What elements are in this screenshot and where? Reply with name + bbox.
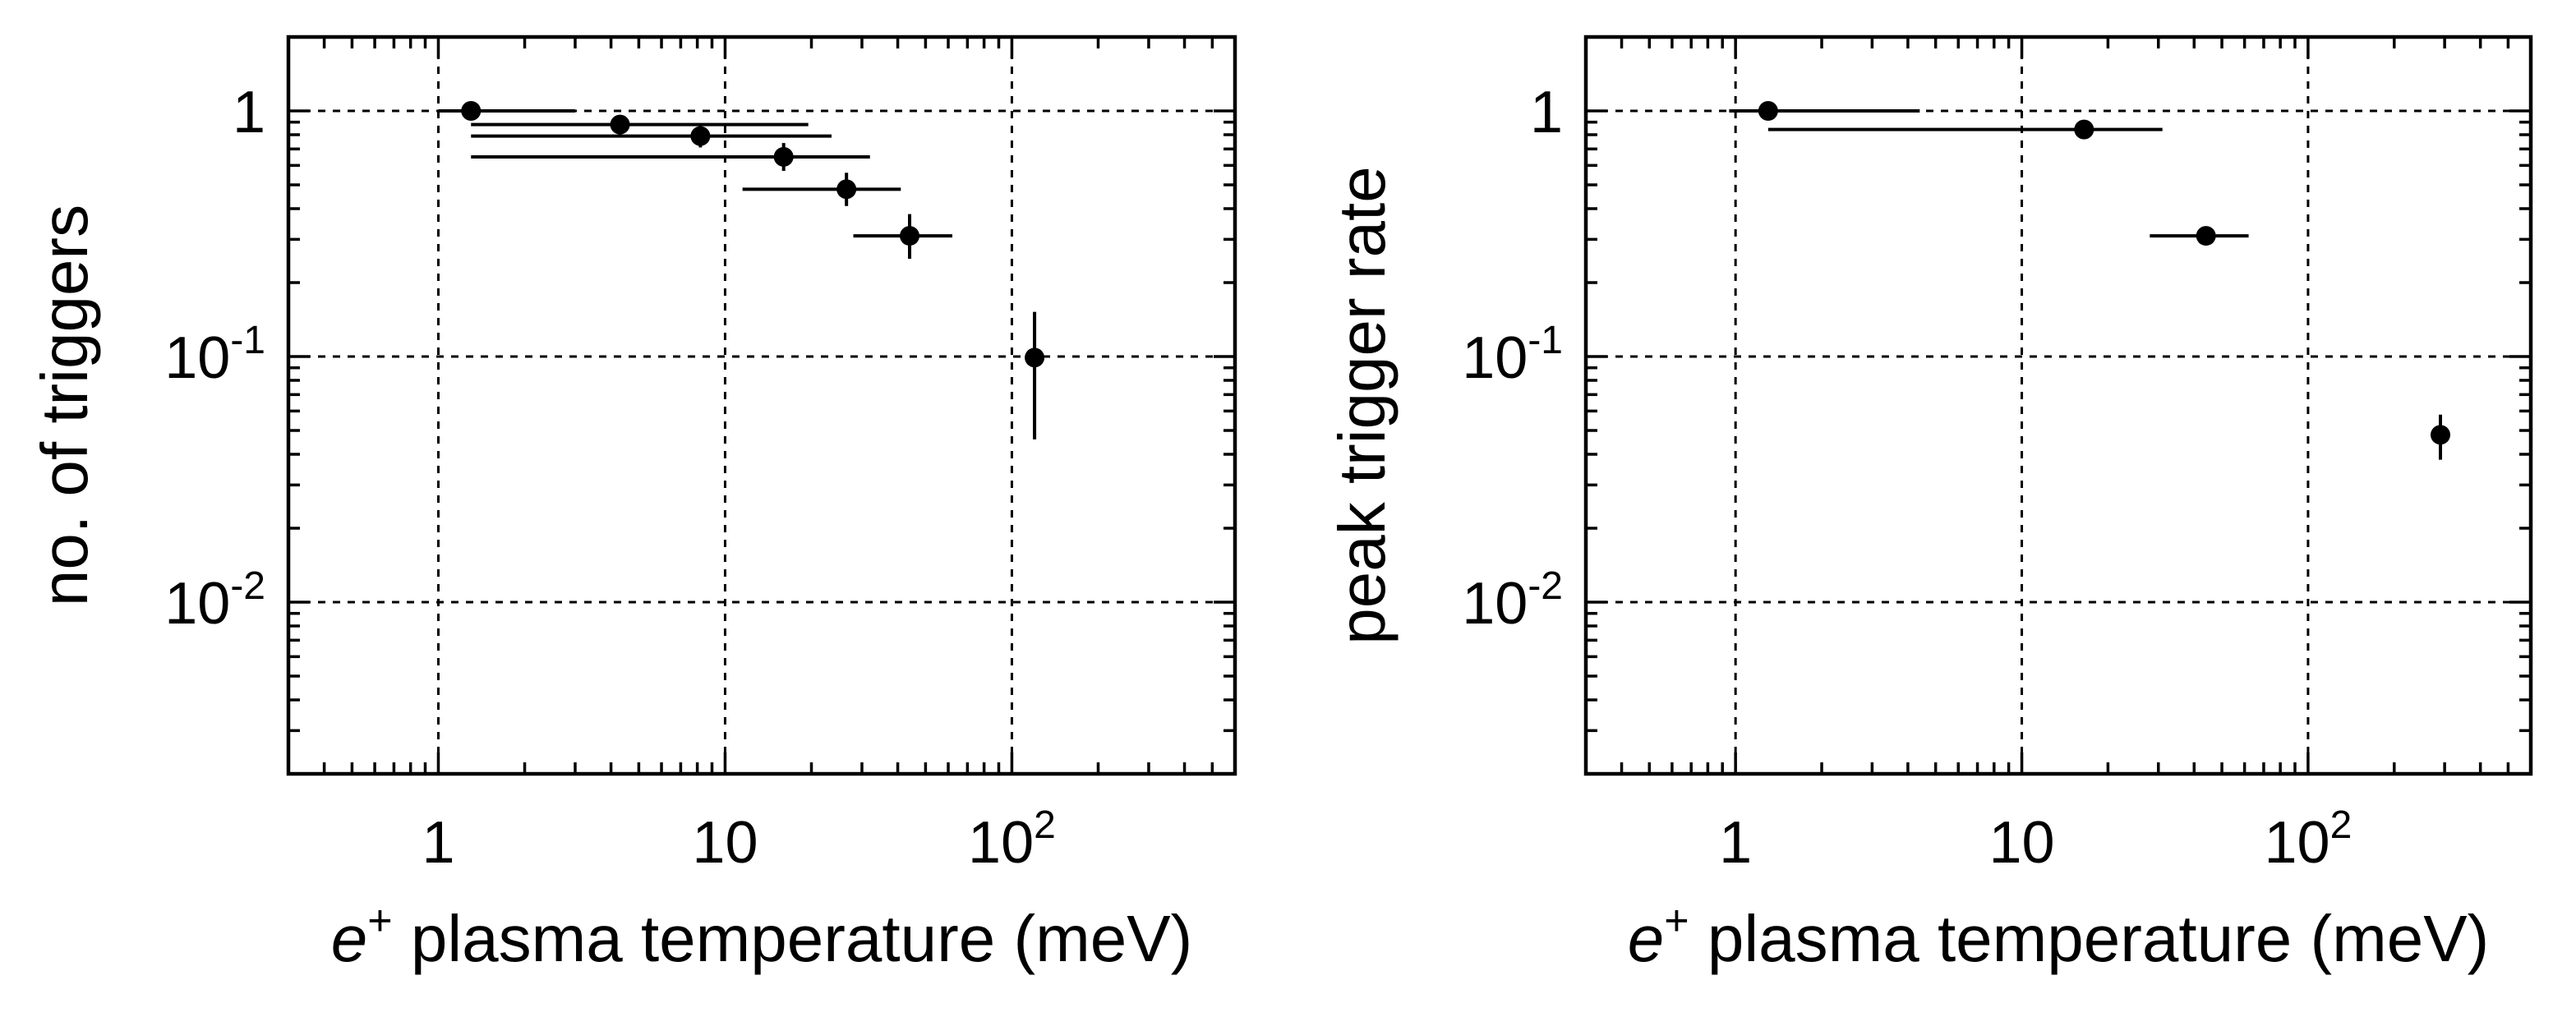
x-tick-label-0: 1 bbox=[1719, 810, 1752, 876]
data-point-2 bbox=[471, 126, 832, 148]
y-tick-label-1: 10-1 bbox=[1462, 319, 1563, 391]
data-point-1 bbox=[1767, 119, 2163, 140]
marker-1 bbox=[2074, 119, 2094, 140]
y-axis-label: peak trigger rate bbox=[1325, 166, 1399, 645]
marker-0 bbox=[1758, 101, 1778, 122]
marker-2 bbox=[690, 126, 711, 146]
x-tick-label-2: 102 bbox=[968, 803, 1056, 876]
data-point-0 bbox=[438, 101, 575, 122]
data-point-2 bbox=[2150, 226, 2249, 246]
x-axis-label: e+ plasma temperature (meV) bbox=[331, 897, 1193, 975]
data-point-5 bbox=[853, 214, 952, 260]
data-point-3 bbox=[2430, 414, 2450, 460]
y-tick-label-1: 10-1 bbox=[164, 319, 265, 391]
marker-1 bbox=[610, 114, 630, 135]
data-point-4 bbox=[742, 173, 901, 206]
marker-5 bbox=[900, 226, 920, 246]
data-point-6 bbox=[1025, 311, 1045, 439]
marker-2 bbox=[2196, 226, 2216, 246]
marker-0 bbox=[461, 101, 482, 122]
marker-4 bbox=[836, 179, 857, 200]
marker-6 bbox=[1025, 347, 1045, 368]
plot-frame bbox=[286, 35, 1237, 776]
marker-3 bbox=[773, 146, 794, 167]
data-point-1 bbox=[471, 114, 809, 135]
right-chart-panel: 1 10 102 1 10-1 10-2 e+ plasma temperature (me… bbox=[1325, 35, 2533, 975]
y-tick-label-0: 1 bbox=[1530, 80, 1563, 145]
x-tick-label-0: 1 bbox=[422, 810, 454, 876]
data-point-0 bbox=[1729, 101, 1920, 122]
y-axis-label: no. of triggers bbox=[28, 205, 101, 606]
x-tick-label-1: 10 bbox=[1988, 810, 2054, 876]
y-tick-label-2: 10-2 bbox=[164, 564, 265, 637]
y-tick-label-2: 10-2 bbox=[1462, 564, 1563, 637]
x-axis-label: e+ plasma temperature (meV) bbox=[1628, 897, 2490, 975]
left-chart-panel: 1 10 102 1 10-1 10-2 e+ plasma temperature (me… bbox=[28, 35, 1237, 975]
marker-3 bbox=[2430, 425, 2450, 445]
data-point-3 bbox=[471, 143, 870, 172]
plot-frame bbox=[1583, 35, 2533, 776]
x-tick-label-2: 102 bbox=[2265, 803, 2353, 876]
x-tick-label-1: 10 bbox=[692, 810, 758, 876]
y-tick-label-0: 1 bbox=[233, 80, 265, 145]
